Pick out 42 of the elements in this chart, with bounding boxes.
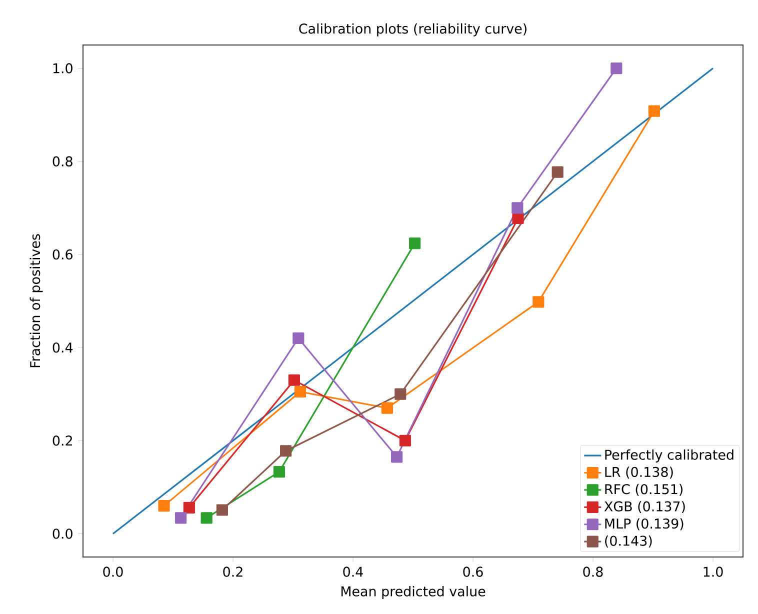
x-tick-label: 0.8 bbox=[583, 566, 603, 577]
legend-label: XGB (0.137) bbox=[604, 501, 685, 514]
x-axis-title: Mean predicted value bbox=[341, 586, 486, 600]
x-tick-label: 0.6 bbox=[463, 566, 483, 577]
y-tick-label: 0.0 bbox=[52, 528, 72, 539]
point bbox=[409, 237, 421, 250]
legend-label: Perfectly calibrated bbox=[605, 449, 734, 462]
point bbox=[200, 512, 212, 524]
point bbox=[158, 500, 170, 512]
point bbox=[294, 386, 306, 398]
legend-label: (0.143) bbox=[605, 535, 652, 548]
point bbox=[399, 434, 412, 446]
x-tick-label: 1.0 bbox=[704, 566, 723, 577]
point bbox=[216, 504, 228, 516]
y-tick-label: 0.2 bbox=[52, 436, 72, 446]
point bbox=[610, 62, 622, 74]
x-tick-label: 0.2 bbox=[223, 566, 242, 577]
point bbox=[273, 466, 286, 478]
point bbox=[288, 374, 300, 386]
y-tick-label: 0.8 bbox=[52, 156, 72, 166]
x-tick-label: 0.0 bbox=[103, 566, 123, 577]
legend-label: MLP (0.139) bbox=[605, 518, 684, 530]
point bbox=[280, 445, 292, 457]
y-axis-title: Fraction of positives bbox=[30, 234, 43, 368]
point bbox=[532, 296, 544, 308]
point bbox=[381, 402, 394, 414]
point bbox=[512, 202, 524, 214]
x-tick-label: 0.4 bbox=[343, 566, 363, 577]
point bbox=[183, 502, 196, 514]
y-tick-label: 0.4 bbox=[52, 342, 73, 353]
chart-title: Calibration plots (reliability curve) bbox=[299, 23, 526, 36]
point bbox=[292, 332, 304, 344]
legend-label: LR (0.138) bbox=[605, 466, 673, 479]
point bbox=[394, 388, 406, 400]
point bbox=[648, 105, 660, 117]
point bbox=[552, 166, 564, 178]
point bbox=[175, 512, 187, 524]
y-tick-label: 0.6 bbox=[52, 249, 72, 260]
y-tick-label: 1.0 bbox=[53, 63, 72, 74]
legend-label: RFC (0.151) bbox=[605, 484, 682, 496]
point bbox=[512, 212, 524, 224]
point bbox=[391, 451, 403, 463]
